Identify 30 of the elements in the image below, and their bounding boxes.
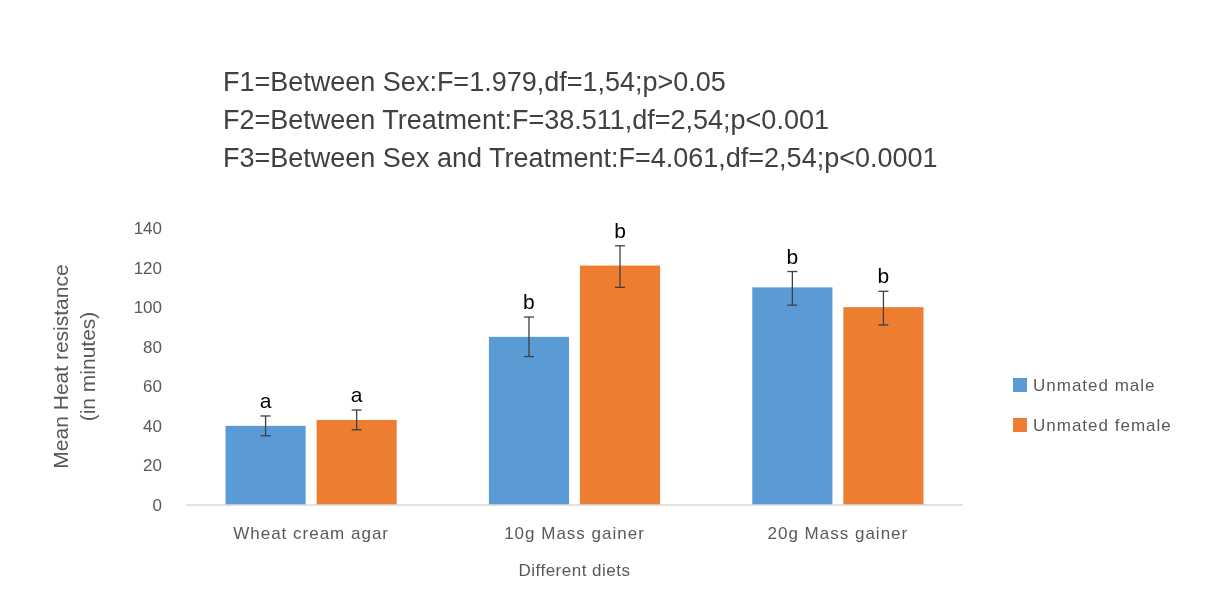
legend-label: Unmated female <box>1033 415 1172 435</box>
data-label: b <box>877 264 890 288</box>
text: F1=Between Sex:F=1.979,df=1,54;p>0.05 <box>223 67 726 97</box>
bar <box>488 336 570 505</box>
y-tick-label: 20 <box>143 456 162 476</box>
x-tick-label: 20g Mass gainer <box>767 524 909 543</box>
y-axis-title: Mean Heat resistance (in minutes) <box>49 264 99 469</box>
x-tick-label: 10g Mass gainer <box>504 524 645 543</box>
y-tick-label: 80 <box>143 337 162 357</box>
y-tick-label: 120 <box>133 258 162 278</box>
y-tick-label: 60 <box>143 377 162 397</box>
text: F2=Between Treatment:F=38.511,df=2,54;p<0.001 <box>223 105 829 135</box>
data-label: b <box>786 244 799 268</box>
bar <box>316 419 397 505</box>
y-tick-label: 40 <box>143 416 162 436</box>
legend-label: Unmated male <box>1033 375 1156 395</box>
x-tick-label: Wheat cream agar <box>233 524 390 543</box>
text: F3=Between Sex and Treatment:F=4.061,df=2,54;p<0.0001 <box>223 143 938 173</box>
y-tick-label: 100 <box>133 298 162 318</box>
x-axis-title: Different diets <box>518 561 631 580</box>
y-tick-label: 140 <box>133 218 162 238</box>
data-label: b <box>523 290 535 314</box>
data-label: b <box>614 218 626 242</box>
bar <box>752 287 833 505</box>
y-tick-label: 0 <box>152 495 162 515</box>
bar <box>225 425 306 505</box>
data-label: a <box>350 383 363 407</box>
bar <box>843 307 924 505</box>
bar <box>579 265 661 505</box>
data-label: a <box>259 388 272 412</box>
